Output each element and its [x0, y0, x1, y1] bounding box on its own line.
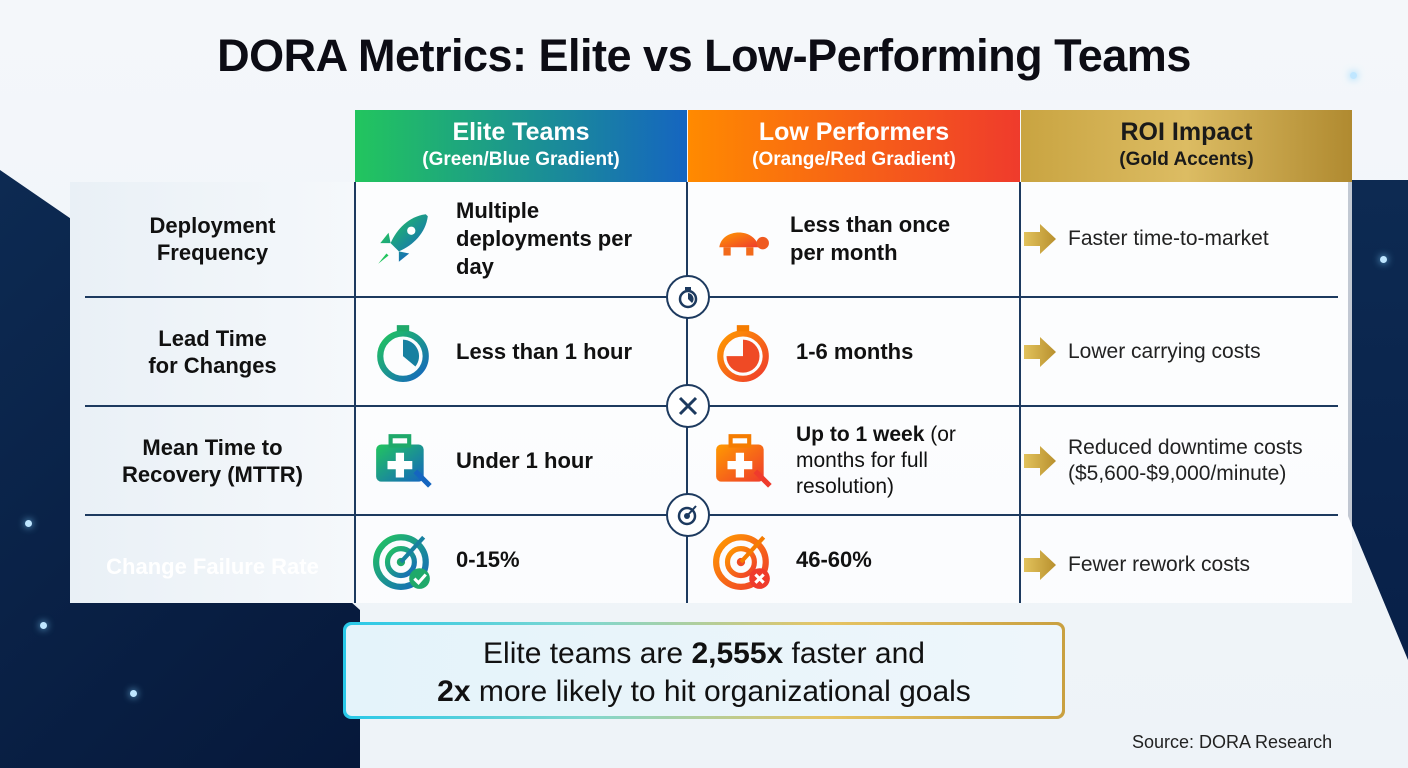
metric-deployment-frequency: Deployment Frequency — [70, 182, 355, 296]
elite-value: 0-15% — [456, 546, 520, 572]
page-title: DORA Metrics: Elite vs Low-Performing Te… — [217, 30, 1191, 81]
roi-cell: Lower carrying costs — [1024, 298, 1344, 405]
roi-cell: Faster time-to-market — [1024, 182, 1344, 296]
metric-mttr: Mean Time to Recovery (MTTR) — [70, 407, 355, 514]
header-elite-teams: Elite Teams (Green/Blue Gradient) — [355, 110, 687, 182]
arrow-right-icon — [1024, 224, 1056, 254]
divider — [85, 296, 1338, 298]
arrow-right-icon — [1024, 549, 1056, 580]
metric-label: Recovery (MTTR) — [122, 461, 303, 487]
header-subtitle: (Green/Blue Gradient) — [422, 149, 620, 170]
circuit-node — [25, 520, 32, 527]
first-aid-kit-icon — [376, 433, 432, 488]
callout-highlight: 2,555x — [691, 637, 784, 670]
roi-value: Faster time-to-market — [1068, 227, 1269, 250]
metric-label: Mean Time to — [142, 434, 283, 460]
low-cell: Less than once per month — [702, 182, 1012, 296]
circuit-node — [1350, 72, 1357, 79]
low-value-bold: Up to 1 week — [796, 422, 925, 446]
first-aid-kit-icon — [716, 433, 772, 488]
roi-value: ($5,600-$9,000/minute) — [1068, 461, 1287, 485]
metric-label: Lead Time — [158, 325, 267, 351]
callout-text: faster and — [783, 637, 925, 670]
metric-label: Frequency — [156, 240, 269, 265]
callout-highlight: 2x — [437, 675, 471, 708]
low-cell: 46-60% — [712, 516, 1012, 603]
elite-cell: Under 1 hour — [372, 407, 672, 514]
arrow-right-icon — [1024, 445, 1056, 476]
roi-value: Lower carrying costs — [1068, 339, 1261, 363]
elite-cell: 0-15% — [372, 516, 672, 603]
divider — [354, 182, 356, 603]
target-x-icon — [713, 533, 770, 590]
rocket-icon — [378, 214, 428, 264]
circuit-node — [130, 690, 137, 697]
callout-text: more likely to hit organizational goals — [470, 675, 971, 708]
low-value-note: (or months for full resolution) — [796, 422, 956, 498]
low-value: Up to 1 week (or months for full resolut… — [796, 422, 996, 500]
header-low-performers: Low Performers (Orange/Red Gradient) — [688, 110, 1020, 182]
roi-cell: Fewer rework costs — [1024, 516, 1344, 613]
stopwatch-node-icon — [666, 275, 710, 319]
circuit-node — [1380, 256, 1387, 263]
callout-text: Elite teams are — [483, 637, 692, 670]
header-subtitle: (Gold Accents) — [1119, 149, 1254, 170]
low-cell: Up to 1 week (or months for full resolut… — [712, 407, 1012, 514]
low-value: 46-60% — [796, 546, 872, 572]
metric-label: for Changes — [148, 352, 277, 378]
target-node-icon — [666, 493, 710, 537]
metric-change-failure-rate: Change Failure Rate — [70, 516, 355, 616]
stopwatch-icon — [717, 324, 769, 382]
elite-value: Multiple deployments per day — [456, 198, 633, 279]
elite-cell: Multiple deployments per day — [372, 182, 672, 296]
elite-value: Less than 1 hour — [456, 338, 633, 364]
metric-label: Change Failure Rate — [106, 553, 319, 579]
metric-column — [70, 182, 355, 603]
source-note: Source: DORA Research — [1132, 732, 1333, 752]
low-value: 1-6 months — [796, 338, 914, 364]
arrow-right-icon — [1024, 336, 1056, 367]
header-title: Elite Teams — [452, 118, 590, 146]
circuit-node — [40, 622, 47, 629]
roi-value: Reduced downtime costs — [1068, 435, 1303, 459]
callout-line-2: 2x more likely to hit organizational goa… — [346, 673, 1062, 711]
roi-cell: Reduced downtime costs ($5,600-$9,000/min… — [1024, 407, 1344, 514]
background-circuit-right — [1348, 180, 1408, 660]
roi-value: Fewer rework costs — [1068, 552, 1251, 576]
summary-callout: Elite teams are 2,555x faster and 2x mor… — [343, 622, 1065, 719]
elite-value: Under 1 hour — [456, 447, 593, 473]
divider — [1019, 182, 1021, 603]
target-check-icon — [373, 533, 430, 590]
elite-cell: Less than 1 hour — [372, 298, 672, 405]
callout-line-1: Elite teams are 2,555x faster and — [346, 635, 1062, 673]
low-cell: 1-6 months — [712, 298, 1012, 405]
low-value: Less than once per month — [790, 212, 951, 265]
header-title: ROI Impact — [1120, 118, 1253, 146]
stopwatch-icon — [377, 324, 429, 382]
divider — [85, 514, 1338, 516]
turtle-icon — [719, 232, 769, 256]
metric-label: Deployment — [149, 213, 276, 238]
header-roi-impact: ROI Impact (Gold Accents) — [1021, 110, 1352, 182]
header-title: Low Performers — [758, 118, 950, 146]
header-subtitle: (Orange/Red Gradient) — [752, 149, 956, 170]
metric-lead-time: Lead Time for Changes — [70, 298, 355, 405]
divider — [85, 405, 1338, 407]
tools-node-icon — [666, 384, 710, 428]
